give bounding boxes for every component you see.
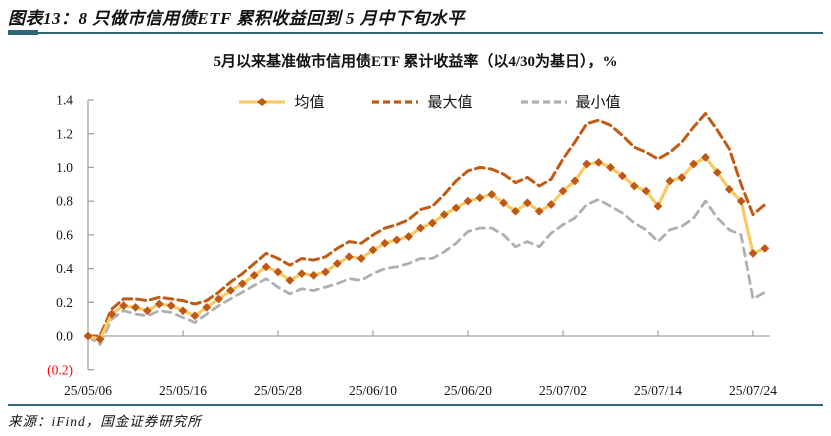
legend-label-mean: 均值 xyxy=(294,95,325,111)
svg-text:25/05/06: 25/05/06 xyxy=(64,383,112,398)
svg-text:0.2: 0.2 xyxy=(56,295,73,310)
header-divider xyxy=(8,32,823,34)
svg-text:25/07/14: 25/07/14 xyxy=(634,383,682,398)
legend-item-max: 最大值 xyxy=(370,91,473,112)
svg-text:25/06/20: 25/06/20 xyxy=(444,383,492,398)
svg-text:25/05/16: 25/05/16 xyxy=(159,383,207,398)
svg-text:(0.2): (0.2) xyxy=(47,362,73,377)
legend-label-max: 最大值 xyxy=(427,95,473,111)
footer-divider xyxy=(8,404,823,406)
legend-label-min: 最小值 xyxy=(575,95,621,111)
chart-title: 5月以来基准做市信用债ETF 累计收益率（以4/30为基日），% xyxy=(213,54,618,70)
svg-text:25/05/28: 25/05/28 xyxy=(254,383,302,398)
svg-text:25/06/10: 25/06/10 xyxy=(349,383,397,398)
svg-text:1.4: 1.4 xyxy=(56,93,73,108)
mean-line-sample-icon xyxy=(239,97,286,106)
cumulative-return-line-chart: 1.4 1.2 1.0 0.8 0.6 0.4 0.2 0.0 (0.2) 25/05/06 25/… xyxy=(47,93,777,398)
chart-legend: 均值 最大值 最小值 xyxy=(88,91,770,112)
min-line-sample-icon xyxy=(520,99,567,104)
svg-text:0.4: 0.4 xyxy=(56,261,73,276)
legend-item-mean: 均值 xyxy=(237,91,324,112)
svg-text:1.0: 1.0 xyxy=(56,160,73,175)
legend-item-min: 最小值 xyxy=(519,91,621,112)
svg-text:25/07/02: 25/07/02 xyxy=(539,383,587,398)
svg-text:25/07/24: 25/07/24 xyxy=(729,383,777,398)
max-line-sample-icon xyxy=(372,99,419,104)
source-note: 来源：iFind，国金证券研究所 xyxy=(8,414,202,429)
header-divider-tab xyxy=(8,30,38,35)
svg-text:0.0: 0.0 xyxy=(56,329,73,344)
svg-text:1.2: 1.2 xyxy=(56,126,73,141)
svg-text:0.8: 0.8 xyxy=(56,194,73,209)
svg-text:0.6: 0.6 xyxy=(56,227,73,242)
figure-caption: 图表13：8 只做市信用债ETF 累积收益回到 5 月中下旬水平 xyxy=(8,9,465,28)
